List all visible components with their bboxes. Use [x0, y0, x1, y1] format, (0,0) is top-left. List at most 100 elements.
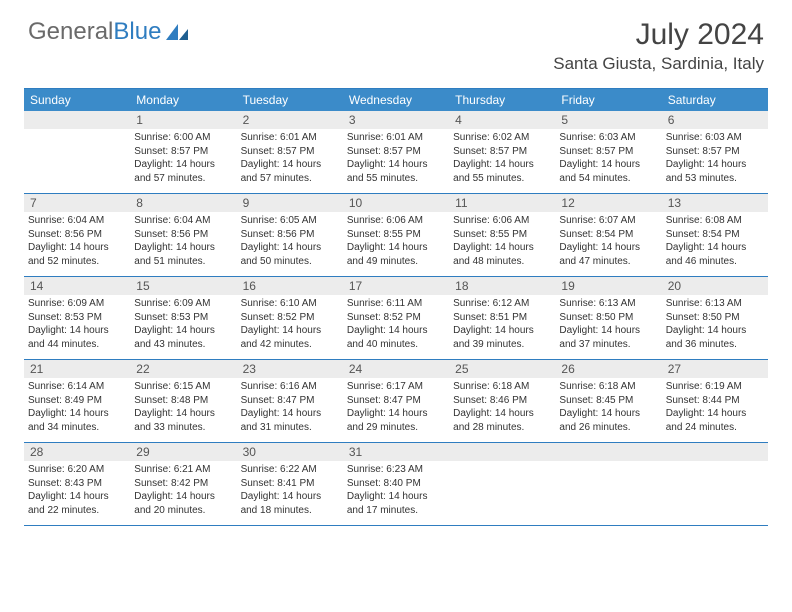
day-cell: 16Sunrise: 6:10 AMSunset: 8:52 PMDayligh…	[237, 277, 343, 359]
day-number: 27	[662, 360, 768, 378]
day-number: 29	[130, 443, 236, 461]
day-info: Sunrise: 6:21 AMSunset: 8:42 PMDaylight:…	[134, 463, 232, 517]
day-cell: 14Sunrise: 6:09 AMSunset: 8:53 PMDayligh…	[24, 277, 130, 359]
day-cell: 15Sunrise: 6:09 AMSunset: 8:53 PMDayligh…	[130, 277, 236, 359]
daylight-text: Daylight: 14 hours and 37 minutes.	[559, 324, 657, 351]
week-row: 1Sunrise: 6:00 AMSunset: 8:57 PMDaylight…	[24, 111, 768, 194]
day-cell: 4Sunrise: 6:02 AMSunset: 8:57 PMDaylight…	[449, 111, 555, 193]
sunrise-text: Sunrise: 6:08 AM	[666, 214, 764, 228]
day-number: 8	[130, 194, 236, 212]
sunrise-text: Sunrise: 6:06 AM	[347, 214, 445, 228]
sunrise-text: Sunrise: 6:14 AM	[28, 380, 126, 394]
daylight-text: Daylight: 14 hours and 46 minutes.	[666, 241, 764, 268]
daylight-text: Daylight: 14 hours and 36 minutes.	[666, 324, 764, 351]
week-row: 21Sunrise: 6:14 AMSunset: 8:49 PMDayligh…	[24, 360, 768, 443]
sunset-text: Sunset: 8:50 PM	[666, 311, 764, 325]
daylight-text: Daylight: 14 hours and 39 minutes.	[453, 324, 551, 351]
day-info: Sunrise: 6:03 AMSunset: 8:57 PMDaylight:…	[559, 131, 657, 185]
week-row: 14Sunrise: 6:09 AMSunset: 8:53 PMDayligh…	[24, 277, 768, 360]
sunset-text: Sunset: 8:57 PM	[347, 145, 445, 159]
sunrise-text: Sunrise: 6:04 AM	[28, 214, 126, 228]
day-info: Sunrise: 6:11 AMSunset: 8:52 PMDaylight:…	[347, 297, 445, 351]
sunrise-text: Sunrise: 6:21 AM	[134, 463, 232, 477]
dow-sunday: Sunday	[24, 89, 130, 111]
dow-row: Sunday Monday Tuesday Wednesday Thursday…	[24, 89, 768, 111]
day-number	[24, 111, 130, 129]
day-cell: 23Sunrise: 6:16 AMSunset: 8:47 PMDayligh…	[237, 360, 343, 442]
day-number: 6	[662, 111, 768, 129]
sunrise-text: Sunrise: 6:15 AM	[134, 380, 232, 394]
sunrise-text: Sunrise: 6:01 AM	[347, 131, 445, 145]
day-number: 22	[130, 360, 236, 378]
sunrise-text: Sunrise: 6:05 AM	[241, 214, 339, 228]
day-number: 19	[555, 277, 661, 295]
daylight-text: Daylight: 14 hours and 34 minutes.	[28, 407, 126, 434]
daylight-text: Daylight: 14 hours and 51 minutes.	[134, 241, 232, 268]
sunset-text: Sunset: 8:55 PM	[347, 228, 445, 242]
day-info: Sunrise: 6:20 AMSunset: 8:43 PMDaylight:…	[28, 463, 126, 517]
day-cell: 11Sunrise: 6:06 AMSunset: 8:55 PMDayligh…	[449, 194, 555, 276]
day-cell: 30 Sunrise: 6:22 AMSunset: 8:41 PMDayligh…	[237, 443, 343, 525]
daylight-text: Daylight: 14 hours and 40 minutes.	[347, 324, 445, 351]
day-info: Sunrise: 6:04 AMSunset: 8:56 PMDaylight:…	[28, 214, 126, 268]
sunset-text: Sunset: 8:46 PM	[453, 394, 551, 408]
sunrise-text: Sunrise: 6:09 AM	[134, 297, 232, 311]
day-number: 13	[662, 194, 768, 212]
sunset-text: Sunset: 8:53 PM	[134, 311, 232, 325]
sunrise-text: Sunrise: 6:18 AM	[559, 380, 657, 394]
day-cell: 18Sunrise: 6:12 AMSunset: 8:51 PMDayligh…	[449, 277, 555, 359]
daylight-text: Daylight: 14 hours and 42 minutes.	[241, 324, 339, 351]
day-cell	[662, 443, 768, 525]
day-number: 15	[130, 277, 236, 295]
sunset-text: Sunset: 8:54 PM	[666, 228, 764, 242]
dow-friday: Friday	[555, 89, 661, 111]
day-cell: 17Sunrise: 6:11 AMSunset: 8:52 PMDayligh…	[343, 277, 449, 359]
sunrise-text: Sunrise: 6:18 AM	[453, 380, 551, 394]
daylight-text: Daylight: 14 hours and 24 minutes.	[666, 407, 764, 434]
sunset-text: Sunset: 8:55 PM	[453, 228, 551, 242]
daylight-text: Daylight: 14 hours and 57 minutes.	[134, 158, 232, 185]
day-info: Sunrise: 6:16 AMSunset: 8:47 PMDaylight:…	[241, 380, 339, 434]
sunset-text: Sunset: 8:54 PM	[559, 228, 657, 242]
sunrise-text: Sunrise: 6:12 AM	[453, 297, 551, 311]
logo: GeneralBlue	[28, 18, 190, 46]
sunset-text: Sunset: 8:47 PM	[347, 394, 445, 408]
daylight-text: Daylight: 14 hours and 50 minutes.	[241, 241, 339, 268]
daylight-text: Daylight: 14 hours and 31 minutes.	[241, 407, 339, 434]
day-number: 21	[24, 360, 130, 378]
dow-saturday: Saturday	[662, 89, 768, 111]
month-title: July 2024	[553, 18, 764, 52]
day-cell: 29 Sunrise: 6:21 AMSunset: 8:42 PMDayligh…	[130, 443, 236, 525]
dow-monday: Monday	[130, 89, 236, 111]
day-cell: 26Sunrise: 6:18 AMSunset: 8:45 PMDayligh…	[555, 360, 661, 442]
sunrise-text: Sunrise: 6:16 AM	[241, 380, 339, 394]
day-number: 25	[449, 360, 555, 378]
header: GeneralBlue July 2024 Santa Giusta, Sard…	[0, 0, 792, 80]
day-info: Sunrise: 6:07 AMSunset: 8:54 PMDaylight:…	[559, 214, 657, 268]
day-number: 18	[449, 277, 555, 295]
day-cell: 6Sunrise: 6:03 AMSunset: 8:57 PMDaylight…	[662, 111, 768, 193]
day-number: 30	[237, 443, 343, 461]
day-cell: 27Sunrise: 6:19 AMSunset: 8:44 PMDayligh…	[662, 360, 768, 442]
day-cell: 3Sunrise: 6:01 AMSunset: 8:57 PMDaylight…	[343, 111, 449, 193]
sunset-text: Sunset: 8:57 PM	[559, 145, 657, 159]
day-info: Sunrise: 6:02 AMSunset: 8:57 PMDaylight:…	[453, 131, 551, 185]
sunset-text: Sunset: 8:41 PM	[241, 477, 339, 491]
daylight-text: Daylight: 14 hours and 33 minutes.	[134, 407, 232, 434]
sunset-text: Sunset: 8:49 PM	[28, 394, 126, 408]
title-block: July 2024 Santa Giusta, Sardinia, Italy	[553, 18, 764, 74]
day-info: Sunrise: 6:06 AMSunset: 8:55 PMDaylight:…	[347, 214, 445, 268]
day-info: Sunrise: 6:00 AMSunset: 8:57 PMDaylight:…	[134, 131, 232, 185]
daylight-text: Daylight: 14 hours and 44 minutes.	[28, 324, 126, 351]
daylight-text: Daylight: 14 hours and 53 minutes.	[666, 158, 764, 185]
sunset-text: Sunset: 8:45 PM	[559, 394, 657, 408]
sunset-text: Sunset: 8:57 PM	[666, 145, 764, 159]
day-info: Sunrise: 6:22 AMSunset: 8:41 PMDaylight:…	[241, 463, 339, 517]
day-number: 7	[24, 194, 130, 212]
weeks-container: 1Sunrise: 6:00 AMSunset: 8:57 PMDaylight…	[24, 111, 768, 526]
dow-wednesday: Wednesday	[343, 89, 449, 111]
calendar: Sunday Monday Tuesday Wednesday Thursday…	[24, 88, 768, 526]
day-number: 9	[237, 194, 343, 212]
day-info: Sunrise: 6:23 AMSunset: 8:40 PMDaylight:…	[347, 463, 445, 517]
day-cell	[449, 443, 555, 525]
